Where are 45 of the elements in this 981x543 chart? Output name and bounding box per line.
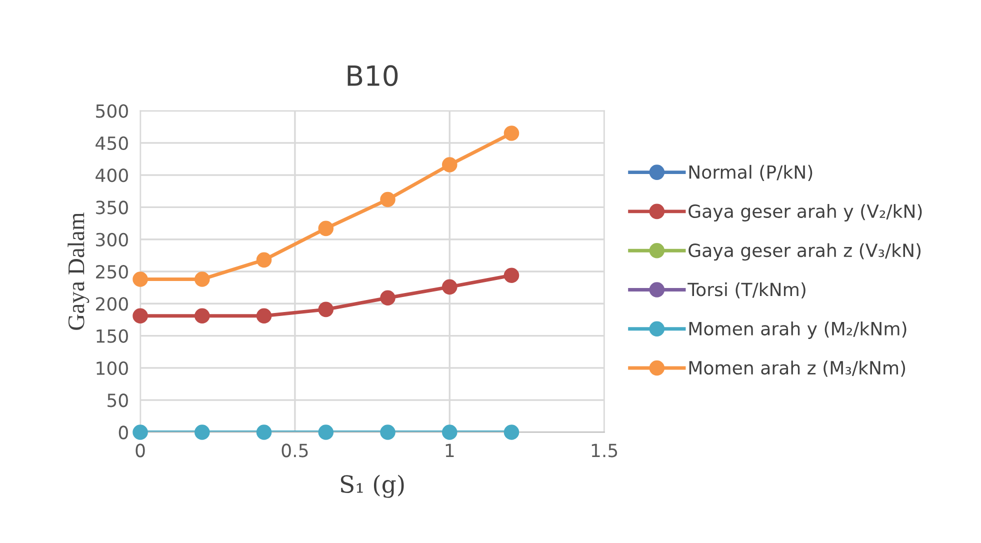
point <box>318 424 334 440</box>
point <box>442 157 458 172</box>
y-axis-title: Gaya Dalam <box>68 212 90 330</box>
point <box>380 424 396 440</box>
point <box>442 279 458 295</box>
x-tick-label: 1.5 <box>592 444 618 458</box>
point <box>256 252 272 268</box>
point <box>256 424 272 440</box>
point <box>194 272 210 287</box>
y-tick-label: 450 <box>96 136 128 150</box>
x-axis-title: S₁ (g) <box>340 474 404 498</box>
x-tick-label: 1 <box>446 444 454 458</box>
point <box>504 268 520 283</box>
legend-label: Gaya geser arah y (V₂/kN) <box>688 204 922 222</box>
point <box>194 308 210 324</box>
legend-label: Normal (P/kN) <box>689 164 812 182</box>
y-tick-label: 200 <box>96 297 128 311</box>
point <box>132 272 148 287</box>
point <box>318 220 334 236</box>
y-tick-label: 0 <box>118 426 128 440</box>
chart-title: B10 <box>348 65 398 86</box>
point <box>380 290 396 306</box>
point <box>504 424 520 440</box>
y-tick-label: 400 <box>96 168 128 182</box>
point <box>132 308 148 324</box>
y-tick-label: 50 <box>108 394 128 408</box>
point <box>132 424 148 440</box>
point <box>318 302 334 318</box>
legend-label: Torsi (T/kNm) <box>688 282 806 298</box>
point <box>442 424 458 440</box>
y-tick-label: 250 <box>96 264 128 279</box>
point <box>194 424 210 440</box>
legend-label: Gaya geser arah z (V₃/kN) <box>688 243 921 261</box>
legend-label: Momen arah z (M₃/kNm) <box>689 360 906 377</box>
legend-label: Momen arah y (M₂/kNm) <box>689 321 906 339</box>
y-tick-label: 500 <box>96 104 128 118</box>
y-tick-label: 300 <box>96 232 128 246</box>
point <box>256 308 272 324</box>
y-tick-label: 150 <box>96 329 128 343</box>
x-tick-label: 0 <box>136 444 145 458</box>
point <box>504 126 520 141</box>
point <box>380 192 396 208</box>
y-tick-label: 100 <box>96 361 128 376</box>
y-tick-label: 350 <box>96 200 128 214</box>
x-tick-label: 0.5 <box>282 444 308 458</box>
